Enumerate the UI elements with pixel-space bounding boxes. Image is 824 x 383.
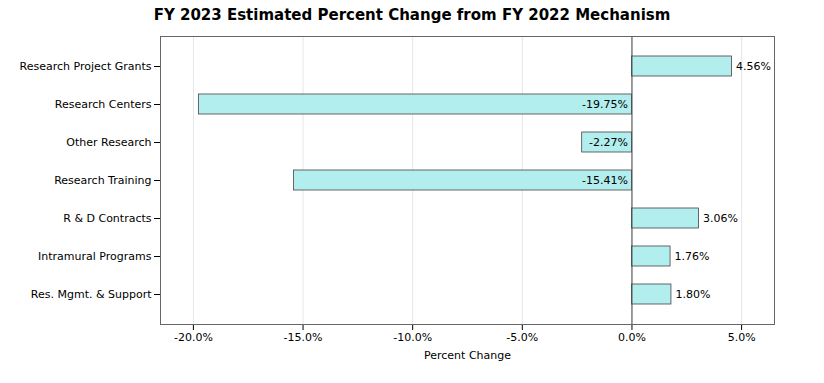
- svg-text:0.0%: 0.0%: [618, 331, 646, 344]
- svg-text:Percent Change: Percent Change: [424, 349, 511, 362]
- svg-text:Other Research: Other Research: [66, 136, 151, 149]
- html-text:FY 2023 Estimated Percent Chan: FY 2023 Estimated Percent Change from FY…: [153, 6, 671, 24]
- svg-text:1.76%: 1.76%: [675, 250, 710, 263]
- svg-text:5.0%: 5.0%: [728, 331, 756, 344]
- svg-text:3.06%: 3.06%: [703, 212, 738, 225]
- svg-text:R & D Contracts: R & D Contracts: [63, 212, 152, 225]
- svg-text:-2.27%: -2.27%: [589, 136, 628, 149]
- svg-text:-15.0%: -15.0%: [284, 331, 323, 344]
- svg-text:Res. Mgmt. & Support: Res. Mgmt. & Support: [31, 288, 152, 301]
- svg-text:-5.0%: -5.0%: [506, 331, 538, 344]
- svg-text:Research Project Grants: Research Project Grants: [20, 60, 152, 73]
- svg-text:4.56%: 4.56%: [736, 60, 771, 73]
- svg-text:1.80%: 1.80%: [675, 288, 710, 301]
- svg-text:Research Centers: Research Centers: [55, 98, 152, 111]
- svg-text:-10.0%: -10.0%: [393, 331, 432, 344]
- svg-text:-15.41%: -15.41%: [582, 174, 628, 187]
- svg-text:Intramural Programs: Intramural Programs: [38, 250, 152, 263]
- svg-text:-20.0%: -20.0%: [174, 331, 213, 344]
- svg-text:Research Training: Research Training: [54, 174, 151, 187]
- svg-text:-19.75%: -19.75%: [582, 98, 628, 111]
